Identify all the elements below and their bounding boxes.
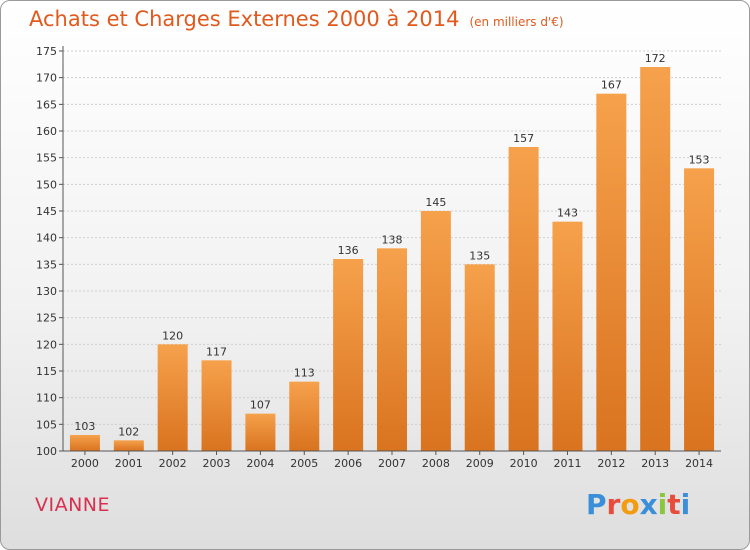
bar bbox=[640, 67, 671, 451]
bar bbox=[377, 248, 407, 451]
bar-value-label: 117 bbox=[206, 345, 227, 358]
x-tick-label: 2005 bbox=[290, 457, 318, 470]
logo-letter: o bbox=[620, 488, 640, 521]
y-tick-label: 145 bbox=[36, 205, 57, 218]
bar bbox=[69, 435, 100, 451]
bar bbox=[333, 259, 364, 451]
x-tick-label: 2002 bbox=[159, 457, 187, 470]
bar bbox=[157, 344, 188, 451]
bar-value-label: 120 bbox=[162, 329, 183, 342]
bar bbox=[289, 381, 320, 451]
bar bbox=[684, 168, 715, 452]
bar-value-label: 157 bbox=[513, 132, 534, 145]
logo-letter: i bbox=[657, 488, 668, 521]
y-tick-label: 115 bbox=[36, 365, 57, 378]
y-tick-label: 120 bbox=[36, 338, 57, 351]
bar-value-label: 113 bbox=[294, 367, 315, 380]
x-tick-label: 2007 bbox=[378, 457, 406, 470]
x-tick-label: 2006 bbox=[334, 457, 362, 470]
bar-value-label: 136 bbox=[338, 244, 359, 257]
x-tick-label: 2001 bbox=[115, 457, 143, 470]
logo-letter: t bbox=[667, 488, 681, 521]
y-tick-label: 100 bbox=[36, 445, 57, 458]
logo-letter: i bbox=[680, 488, 691, 521]
chart-title: Achats et Charges Externes 2000 à 2014 (e… bbox=[29, 7, 564, 31]
axes bbox=[59, 46, 721, 455]
place-name: VIANNE bbox=[35, 494, 111, 516]
bar-value-label: 153 bbox=[689, 153, 710, 166]
y-tick-label: 135 bbox=[36, 258, 57, 271]
bar-value-label: 172 bbox=[645, 52, 666, 65]
x-tick-label: 2003 bbox=[203, 457, 231, 470]
chart-subtitle: (en milliers d'€) bbox=[469, 15, 564, 29]
bar-value-label: 103 bbox=[74, 420, 95, 433]
x-tick-label: 2012 bbox=[597, 457, 625, 470]
bar bbox=[113, 440, 144, 451]
bar bbox=[245, 413, 276, 451]
bar bbox=[552, 221, 583, 451]
y-tick-label: 165 bbox=[36, 98, 57, 111]
bar bbox=[201, 360, 232, 451]
y-tick-label: 140 bbox=[36, 232, 57, 245]
y-tick-label: 105 bbox=[36, 418, 57, 431]
bar-value-label: 167 bbox=[601, 79, 622, 92]
bar-value-label: 135 bbox=[469, 249, 490, 262]
x-tick-label: 2004 bbox=[246, 457, 274, 470]
logo-letter: x bbox=[639, 488, 658, 521]
x-tick-label: 2000 bbox=[71, 457, 99, 470]
bar bbox=[420, 211, 451, 451]
y-tick-label: 130 bbox=[36, 285, 57, 298]
labels: 100 105 110 115 120 125 130 135 140 145 150 155 160 1… bbox=[36, 45, 713, 470]
bar-value-label: 143 bbox=[557, 207, 578, 220]
x-tick-label: 2013 bbox=[641, 457, 669, 470]
x-tick-label: 2014 bbox=[685, 457, 713, 470]
x-tick-label: 2008 bbox=[422, 457, 450, 470]
y-tick-label: 125 bbox=[36, 312, 57, 325]
y-tick-label: 160 bbox=[36, 125, 57, 138]
y-tick-label: 110 bbox=[36, 392, 57, 405]
bar-value-label: 145 bbox=[425, 196, 446, 209]
y-tick-label: 175 bbox=[36, 45, 57, 58]
bar bbox=[464, 264, 495, 451]
bar-value-label: 107 bbox=[250, 399, 271, 412]
bar-value-label: 138 bbox=[382, 233, 403, 246]
bar-value-label: 102 bbox=[118, 425, 139, 438]
x-tick-label: 2009 bbox=[466, 457, 494, 470]
y-tick-label: 150 bbox=[36, 178, 57, 191]
x-tick-label: 2010 bbox=[510, 457, 538, 470]
y-tick-label: 155 bbox=[36, 152, 57, 165]
logo-letter: P bbox=[586, 488, 607, 521]
bar bbox=[596, 93, 627, 452]
y-tick-label: 170 bbox=[36, 72, 57, 85]
x-tick-label: 2011 bbox=[553, 457, 581, 470]
proxiti-logo: Proxiti bbox=[586, 488, 690, 521]
bars bbox=[69, 67, 715, 452]
logo-letter: r bbox=[606, 488, 621, 521]
bar bbox=[508, 147, 539, 451]
